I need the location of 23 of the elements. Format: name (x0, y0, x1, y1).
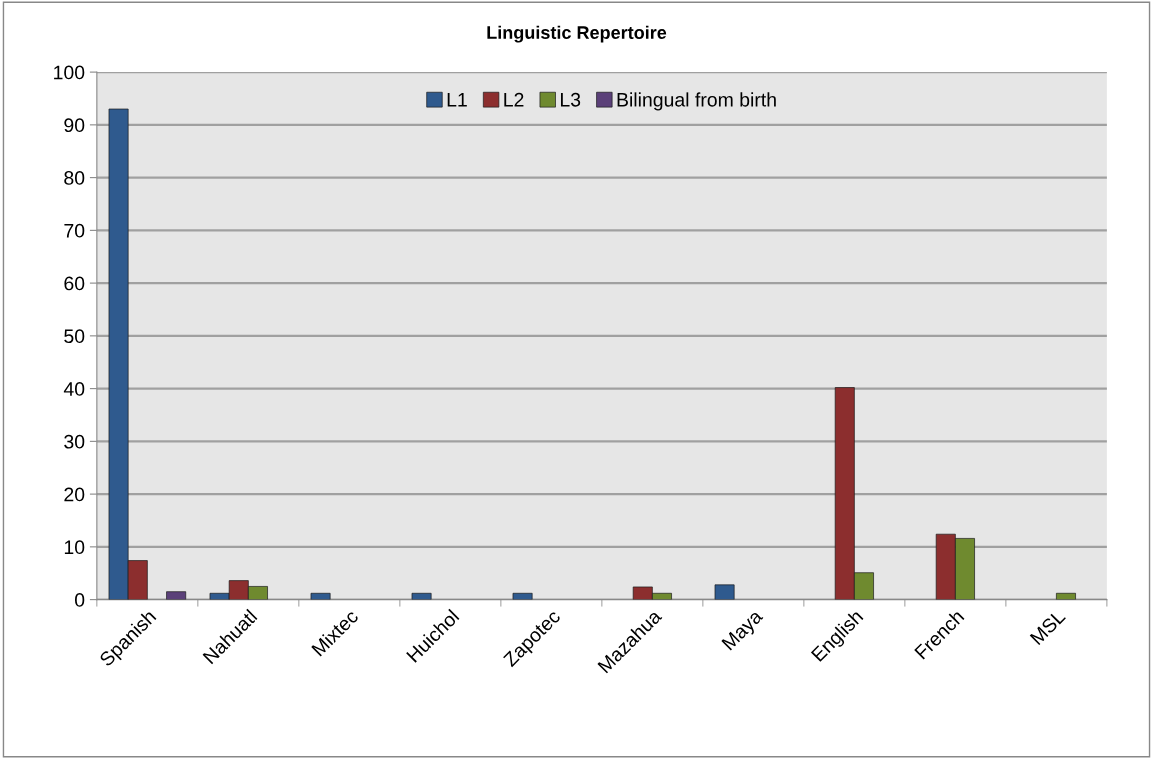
y-tick-label: 10 (64, 540, 85, 555)
bar (512, 592, 533, 600)
bar (310, 592, 331, 600)
x-tick-label: MSL (1029, 608, 1067, 646)
bar (411, 592, 432, 600)
y-tick-label: 40 (63, 382, 85, 396)
y-tick-label: 80 (64, 171, 85, 185)
y-tick-label: 100 (54, 65, 85, 80)
legend-label: Bilingual from birth (617, 92, 776, 111)
chart-title: Linguistic Repertoire (487, 25, 667, 43)
y-tick-label: 30 (64, 434, 85, 449)
y-tick-label: 90 (64, 118, 85, 133)
bar (166, 591, 187, 600)
legend-label: L1 (447, 93, 467, 107)
bar (714, 584, 735, 600)
y-tick-label: 20 (64, 487, 85, 502)
y-tick-label: 70 (64, 223, 85, 238)
legend-label: L3 (560, 92, 581, 107)
legend-label: L2 (504, 92, 524, 107)
y-tick-label: 0 (74, 593, 85, 607)
y-tick-label: 50 (64, 329, 85, 344)
bar (1056, 592, 1076, 600)
y-tick-label: 60 (64, 276, 85, 291)
